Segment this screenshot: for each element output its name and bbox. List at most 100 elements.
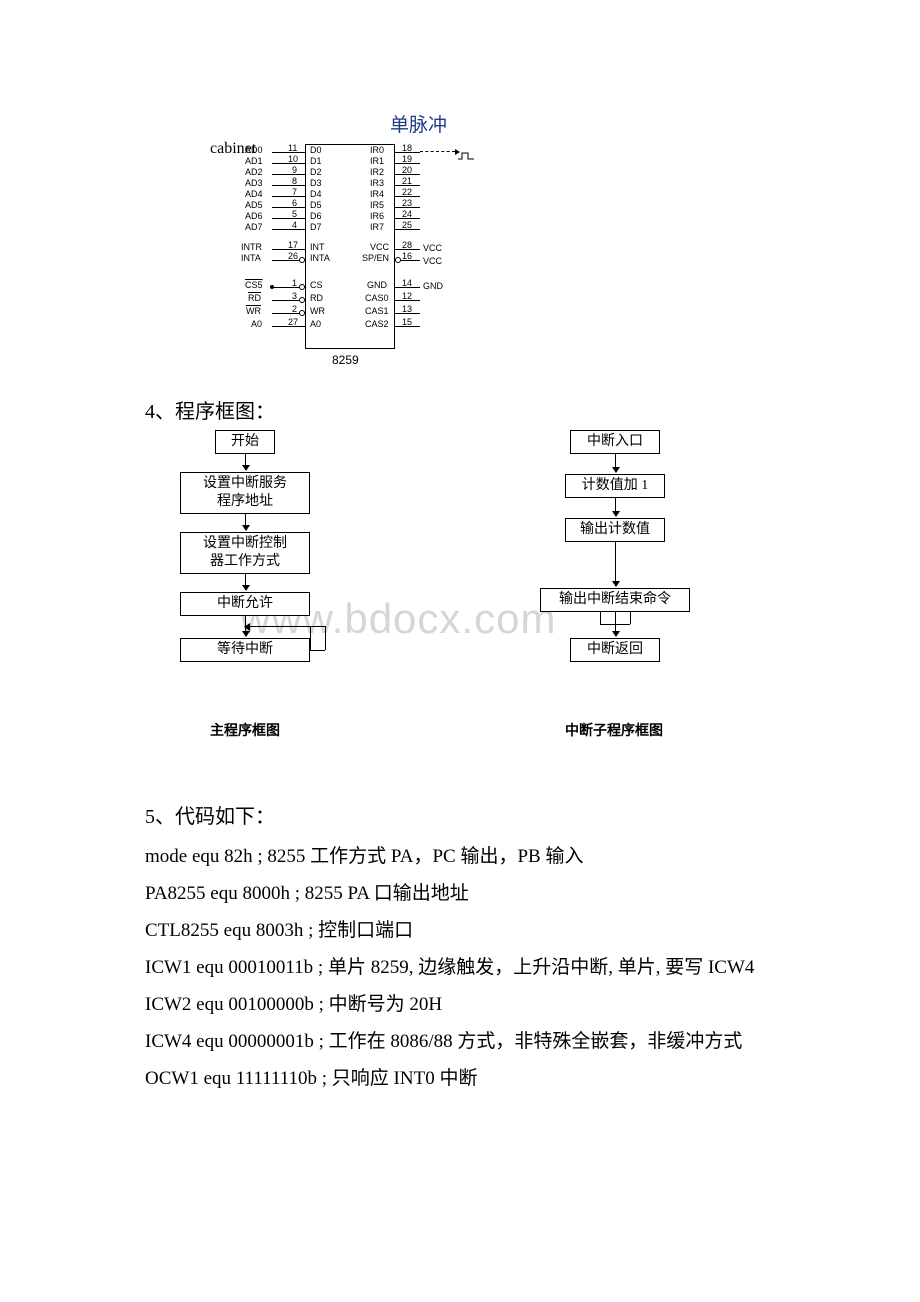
chip-pin-label: AD6 [245,211,263,222]
flow-box: 输出中断结束命令 [540,588,690,612]
flow-box: 设置中断服务 程序地址 [180,472,310,514]
section-4-title: 4、程序框图： [145,395,275,424]
chip-inner-label: IR4 [370,189,384,200]
code-line: mode equ 82h ; 8255 工作方式 PA，PC 输出，PB 输入 [145,838,775,875]
code-line: ICW2 equ 00100000b ; 中断号为 20H [145,986,775,1023]
pin-line [395,185,420,186]
loop-line [310,626,311,650]
flow-box-entry: 中断入口 [570,430,660,454]
arrow-down-icon [615,542,616,586]
pin-line [395,174,420,175]
code-line: ICW4 equ 00000001b ; 工作在 8086/88 方式，非特殊全… [145,1023,775,1060]
chip-inner-label: CAS0 [365,293,389,304]
chip-inner-label: CAS2 [365,319,389,330]
flowchart-right-caption: 中断子程序框图 [565,720,663,740]
chip-inner-label: CS [310,280,323,291]
branch-line [600,624,630,625]
inverter-bubble [299,257,305,263]
chip-inner-label: CAS1 [365,306,389,317]
flow-box: 中断允许 [180,592,310,616]
loop-line [325,626,326,650]
loop-line [310,626,325,627]
chip-pin-label: VCC [423,256,442,267]
chip-8259-diagram: 8259 AD0 AD1 AD2 AD3 AD4 AD5 AD6 AD7 INT… [210,140,460,380]
pin-line [395,229,420,230]
pin-line [272,300,300,301]
chip-inner-label: IR5 [370,200,384,211]
pin-line [272,207,305,208]
chip-pin-label: INTA [241,253,261,264]
pin-line [395,313,420,314]
flow-box: 输出计数值 [565,518,665,542]
chip-inner-label: D0 [310,145,322,156]
arrow-down-icon [245,454,246,470]
chip-pin-label: AD0 [245,145,263,156]
arrow-down-icon [245,514,246,530]
arrow-down-icon [615,454,616,472]
pin-line [272,249,305,250]
pin-line [272,313,300,314]
pin-line [272,174,305,175]
chip-inner-label: INTA [310,253,330,264]
branch-line [600,612,601,624]
pin-line [395,152,420,153]
chip-inner-label: D5 [310,200,322,211]
flowcharts-container: 开始 设置中断服务 程序地址 设置中断控制 器工作方式 中断允许 等待中断 主程… [155,430,775,730]
chip-pin-label: INTR [241,242,262,253]
pulse-icon [458,148,476,166]
chip-inner-label: RD [310,293,323,304]
pin-line [272,326,305,327]
chip-inner-label: D6 [310,211,322,222]
chip-pin-label: AD4 [245,189,263,200]
chip-inner-label: A0 [310,319,321,330]
code-block: mode equ 82h ; 8255 工作方式 PA，PC 输出，PB 输入 … [145,838,775,1097]
pulse-label: 单脉冲 [390,110,447,137]
inverter-bubble [299,284,305,290]
chip-name: 8259 [332,353,359,367]
chip-inner-label: IR3 [370,178,384,189]
chip-inner-label: IR2 [370,167,384,178]
flow-box: 计数值加 1 [565,474,665,498]
pin-line [395,287,420,288]
pin-line [395,326,420,327]
arrow-down-icon [245,574,246,590]
flow-box-return: 中断返回 [570,638,660,662]
pin-line [272,185,305,186]
chip-inner-label: IR6 [370,211,384,222]
chip-pin-label: A0 [251,319,262,330]
chip-pin-label: AD7 [245,222,263,233]
pin-line [272,163,305,164]
code-line: OCW1 equ 11111110b ; 只响应 INT0 中断 [145,1060,775,1097]
code-line: ICW1 equ 00010011b ; 单片 8259, 边缘触发，上升沿中断… [145,949,775,986]
inverter-bubble [299,310,305,316]
chip-inner-label: D3 [310,178,322,189]
dot [270,285,274,289]
flow-box: 等待中断 [180,638,310,662]
chip-inner-label: VCC [370,242,389,253]
pin-line [395,196,420,197]
loop-line [310,650,325,651]
chip-inner-label: INT [310,242,325,253]
pin-line [272,229,305,230]
pin-line [395,207,420,208]
arrow-down-icon [615,498,616,516]
pin-line [395,218,420,219]
chip-inner-label: GND [367,280,387,291]
pin-line [401,260,420,261]
code-line: CTL8255 equ 8003h ; 控制口端口 [145,912,775,949]
chip-pin-label: CS5 [245,280,263,291]
flow-box-start: 开始 [215,430,275,454]
chip-pin-label: AD1 [245,156,263,167]
section-5-title: 5、代码如下： [145,800,275,829]
code-line: PA8255 equ 8000h ; 8255 PA 口输出地址 [145,875,775,912]
branch-line [630,612,631,624]
chip-inner-label: WR [310,306,325,317]
pin-line [272,196,305,197]
pin-line [272,152,305,153]
chip-inner-label: SP/EN [362,253,389,264]
chip-inner-label: IR0 [370,145,384,156]
pin-line [395,163,420,164]
chip-pin-label: RD [248,293,261,304]
flow-box: 设置中断控制 器工作方式 [180,532,310,574]
chip-pin-label: GND [423,281,443,292]
